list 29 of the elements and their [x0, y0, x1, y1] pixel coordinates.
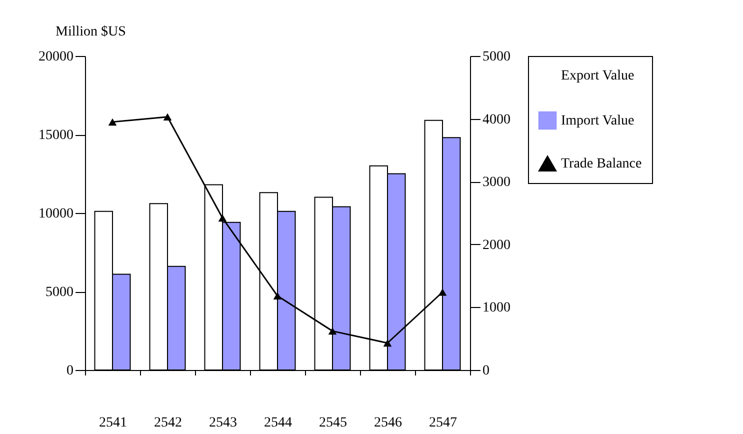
y-tick-label: 20000 [38, 50, 74, 64]
point [273, 292, 282, 300]
x-tick-label: 2545 [319, 416, 347, 430]
point [328, 327, 337, 335]
text: Export Value [561, 68, 634, 84]
x-tick-label: 2542 [154, 416, 182, 430]
x-tick-label: 2546 [374, 416, 402, 430]
y-tick-label: 10000 [38, 206, 74, 222]
legend-label: Import Value [561, 114, 634, 128]
y2-tick-label: 3000 [482, 175, 510, 190]
y-axis-title: Million $US [56, 24, 126, 40]
y2-tick-label: 0 [482, 364, 490, 378]
point [438, 288, 447, 296]
y2-tick-label: 2000 [482, 238, 510, 253]
y2-tick-label: 4000 [482, 112, 510, 128]
point [218, 214, 227, 222]
point [383, 339, 392, 347]
y-tick-label: 15000 [38, 128, 74, 143]
x-tick-label: 2541 [99, 416, 127, 430]
y2-tick-label: 5000 [482, 50, 510, 64]
y-tick-label: 5000 [46, 285, 74, 300]
point [163, 113, 172, 121]
x-tick-label: 2544 [264, 416, 292, 430]
x-tick-label: 2543 [209, 416, 237, 430]
y2-tick-label: 1000 [482, 300, 510, 316]
point [108, 118, 117, 126]
legend-label: Trade Balance [561, 156, 642, 172]
y-tick-label: 0 [66, 364, 74, 378]
x-tick-label: 2547 [429, 416, 457, 430]
